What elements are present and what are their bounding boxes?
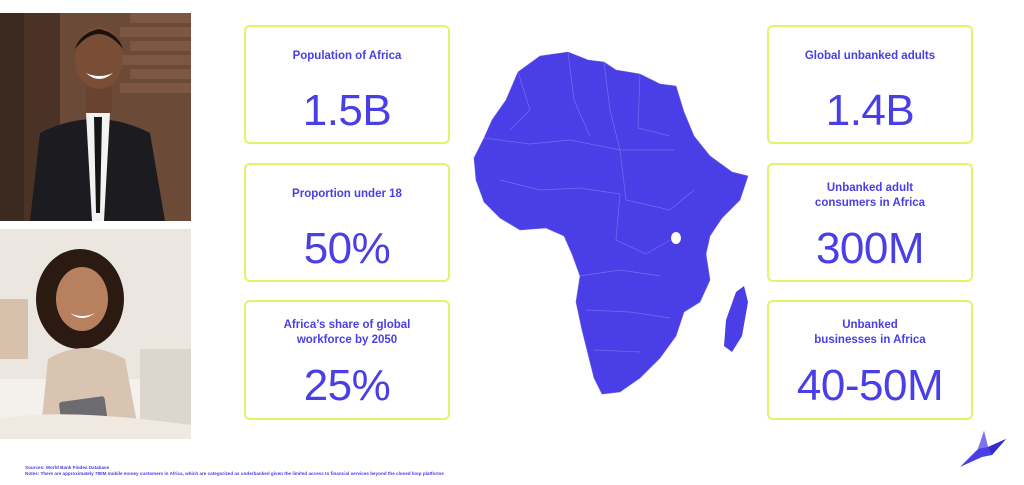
stat-value: 50% xyxy=(303,224,391,273)
stat-label: Global unbanked adults xyxy=(804,50,936,62)
stat-label: Africa’s share of global workforce by 20… xyxy=(283,319,411,346)
footer-notes: Notes: There are approximately 780M mobi… xyxy=(25,471,444,476)
stat-value: 1.5B xyxy=(302,86,392,135)
stat-value: 1.4B xyxy=(825,86,915,135)
africa-map xyxy=(473,51,749,395)
stat-card-population: Population of Africa 1.5B xyxy=(244,25,450,144)
stat-card-global-unbanked: Global unbanked adults 1.4B xyxy=(767,25,973,144)
stat-value: 40-50M xyxy=(796,361,944,410)
stat-card-unbanked-consumers: Unbanked adult consumers in Africa 300M xyxy=(767,163,973,282)
bird-logo-icon xyxy=(960,431,1006,467)
woman-with-tablet-photo xyxy=(0,229,191,439)
stat-value: 300M xyxy=(815,224,925,273)
man-in-suit-photo xyxy=(0,13,191,221)
stat-value: 25% xyxy=(303,361,391,410)
stat-label: Proportion under 18 xyxy=(292,188,402,200)
stat-card-unbanked-businesses: Unbanked businesses in Africa 40-50M xyxy=(767,300,973,420)
footer-sources: Sources: World Bank Findex Database xyxy=(25,465,110,470)
stat-label: Population of Africa xyxy=(292,50,402,62)
stat-label: Unbanked adult consumers in Africa xyxy=(814,182,926,209)
stat-card-workforce-share: Africa’s share of global workforce by 20… xyxy=(244,300,450,420)
stat-card-under-18: Proportion under 18 50% xyxy=(244,163,450,282)
stat-label: Unbanked businesses in Africa xyxy=(814,319,926,346)
